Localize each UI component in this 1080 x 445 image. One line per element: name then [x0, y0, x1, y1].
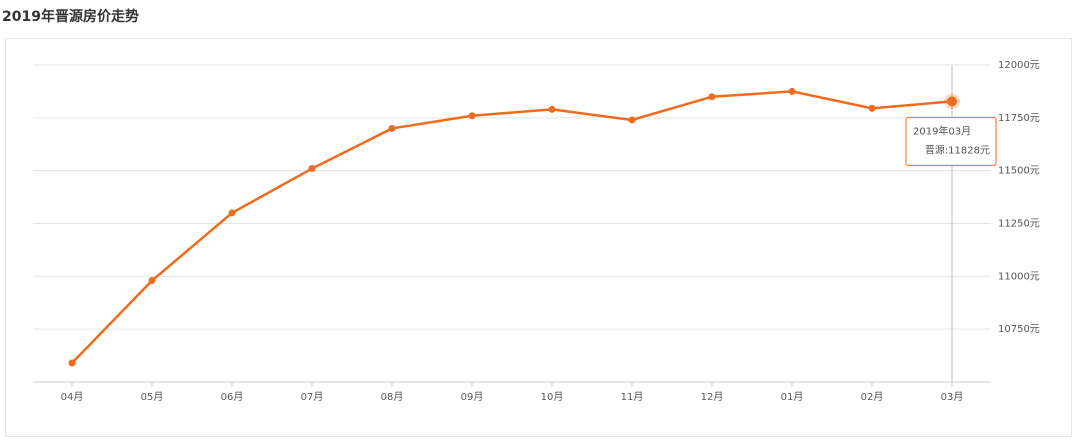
x-tick-label: 04月 [61, 391, 84, 403]
point [947, 96, 957, 107]
y-tick-label: 12000元 [998, 60, 1040, 71]
point [788, 87, 796, 95]
x-tick-label: 06月 [221, 391, 244, 403]
y-tick-label: 11000元 [998, 271, 1040, 282]
point [468, 112, 476, 120]
chart-title: 2019年晋源房价走势 [2, 8, 139, 25]
x-tick-label: 01月 [781, 391, 804, 403]
point [708, 93, 716, 101]
y-tick-label: 11750元 [998, 113, 1040, 124]
tooltip-text: 晋源:11828元 [925, 143, 990, 156]
y-tick-label: 11250元 [998, 219, 1040, 230]
point [388, 124, 396, 132]
line [71, 90, 953, 364]
x-tick-label: 08月 [381, 391, 404, 403]
point [228, 209, 236, 217]
point [148, 277, 156, 285]
x-tick-label: 07月 [301, 391, 324, 403]
x-tick-label: 05月 [141, 391, 164, 403]
tooltip-title: 2019年03月 [913, 124, 971, 137]
point [308, 165, 316, 173]
x-tick-label: 11月 [621, 391, 644, 403]
x-tick-label: 03月 [941, 391, 964, 403]
tooltip-box [905, 116, 997, 166]
x-tick-label: 02月 [861, 391, 884, 403]
x-tick-label: 10月 [541, 391, 564, 403]
chart-frame [5, 38, 1072, 437]
point [628, 116, 636, 124]
point [868, 104, 876, 112]
x-tick-label: 12月 [701, 391, 724, 403]
y-tick-label: 11500元 [998, 166, 1040, 177]
point [68, 359, 76, 367]
y-tick-label: 10750元 [998, 324, 1040, 335]
point [548, 105, 556, 113]
x-tick-label: 09月 [461, 391, 484, 403]
